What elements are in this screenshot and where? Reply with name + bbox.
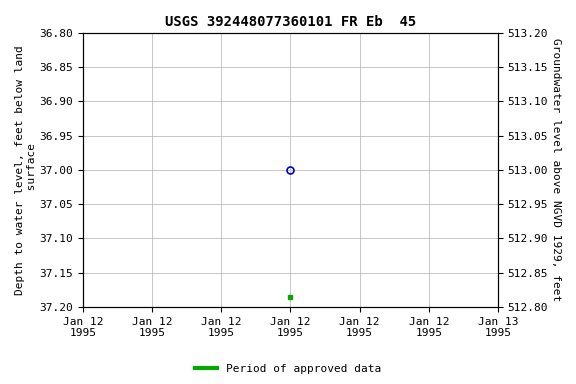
Y-axis label: Depth to water level, feet below land
 surface: Depth to water level, feet below land su… <box>15 45 37 295</box>
Title: USGS 392448077360101 FR Eb  45: USGS 392448077360101 FR Eb 45 <box>165 15 416 29</box>
Y-axis label: Groundwater level above NGVD 1929, feet: Groundwater level above NGVD 1929, feet <box>551 38 561 301</box>
Legend: Period of approved data: Period of approved data <box>191 359 385 379</box>
